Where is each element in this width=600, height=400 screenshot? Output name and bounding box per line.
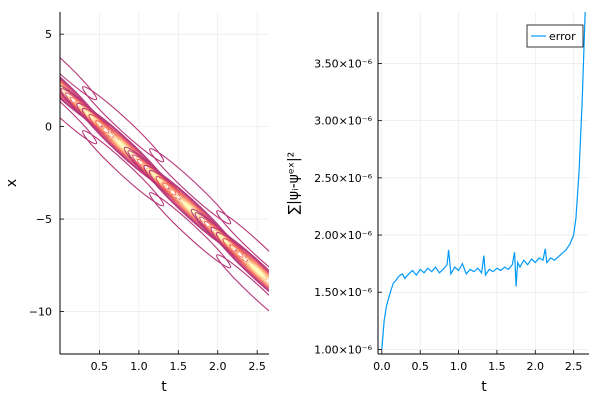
error-xtick-label: 0.0 [373, 360, 391, 373]
error-xtick-labels: 0.0 0.5 1.0 1.5 2.0 2.5 [373, 360, 582, 373]
contour-ytick-labels: 5 0 −5 −10 [29, 28, 52, 318]
error-ytick-label: 3.00×10⁻⁶ [314, 115, 373, 128]
contour-line [95, 120, 152, 173]
contour-lobe [76, 102, 170, 190]
contour-line [60, 40, 103, 128]
legend: error [526, 24, 584, 48]
contour-ytick-label: 5 [45, 28, 52, 41]
error-ytick-labels: 1.00×10⁻⁶ 1.50×10⁻⁶ 2.00×10⁻⁶ 2.50×10⁻⁶ 3.00… [314, 57, 373, 356]
contour-plot: 0.5 1.0 1.5 2.0 2.5 5 0 −5 −10 t x [4, 12, 269, 395]
legend-box [526, 24, 584, 48]
error-xtick-label: 2.0 [527, 360, 545, 373]
contour-tail [216, 210, 269, 287]
contour-core [249, 263, 265, 278]
error-ytick-label: 1.00×10⁻⁶ [314, 343, 373, 356]
contour-line [242, 256, 269, 285]
contour-xtick-label: 2.5 [248, 360, 266, 373]
error-ytick-label: 3.50×10⁻⁶ [314, 57, 373, 70]
error-xtick-label: 1.0 [450, 360, 468, 373]
error-ylabel: ∑|ψᵢ-ψᵉˣ|² [286, 152, 302, 215]
contour-lobe [210, 226, 269, 314]
contour-line [210, 226, 269, 314]
contour-xlabel: t [161, 379, 167, 395]
error-ytick-label: 1.50×10⁻⁶ [314, 286, 373, 299]
contour-line [60, 64, 78, 105]
contour-line [60, 58, 85, 111]
contour-ytick-label: −10 [29, 305, 52, 318]
contour-line [215, 231, 269, 309]
contour-line [229, 244, 269, 297]
contour-line [101, 126, 145, 167]
error-xtick-label: 0.5 [411, 360, 429, 373]
legend-entry-error: error [549, 30, 576, 43]
contour-core [182, 201, 198, 216]
error-ytick-label: 2.50×10⁻⁶ [314, 172, 373, 185]
error-xtick-label: 2.5 [565, 360, 583, 373]
contour-tail [60, 23, 98, 101]
contour-xtick-label: 0.5 [91, 360, 109, 373]
contour-ylabel: x [4, 179, 20, 187]
contour-core [115, 139, 131, 154]
contour-line [235, 250, 269, 291]
error-axes [377, 12, 589, 355]
contour-line [76, 102, 170, 190]
contour-tail [149, 192, 232, 269]
contour-line [208, 225, 239, 254]
contour-tail [81, 130, 165, 207]
contour-line [222, 238, 269, 303]
contour-xtick-label: 2.0 [209, 360, 227, 373]
contour-ytick-label: −5 [36, 213, 52, 226]
contour-line [168, 188, 212, 229]
contour-axes [59, 12, 269, 355]
error-xtick-label: 1.5 [488, 360, 506, 373]
contour-xtick-labels: 0.5 1.0 1.5 2.0 2.5 [91, 360, 266, 373]
contour-tail [81, 86, 165, 163]
contour-lines [60, 23, 269, 331]
contour-line [162, 182, 219, 235]
error-series-line [381, 12, 586, 350]
contour-tail [216, 254, 269, 331]
error-xlabel: t [481, 379, 487, 395]
contour-ytick-label: 0 [45, 121, 52, 134]
contour-xtick-label: 1.0 [130, 360, 148, 373]
error-plot: 0.0 0.5 1.0 1.5 2.0 2.5 1.00×10⁻⁶ 1.50×10⁻⁶ 2.0… [286, 12, 589, 395]
error-series-group [381, 12, 586, 350]
contour-tail [149, 148, 232, 225]
error-ytick-label: 2.00×10⁻⁶ [314, 229, 373, 242]
contour-xtick-label: 1.5 [170, 360, 188, 373]
error-gridlines [378, 12, 589, 354]
contour-line [74, 101, 105, 130]
contour-line [143, 164, 237, 252]
contour-line [141, 163, 172, 192]
